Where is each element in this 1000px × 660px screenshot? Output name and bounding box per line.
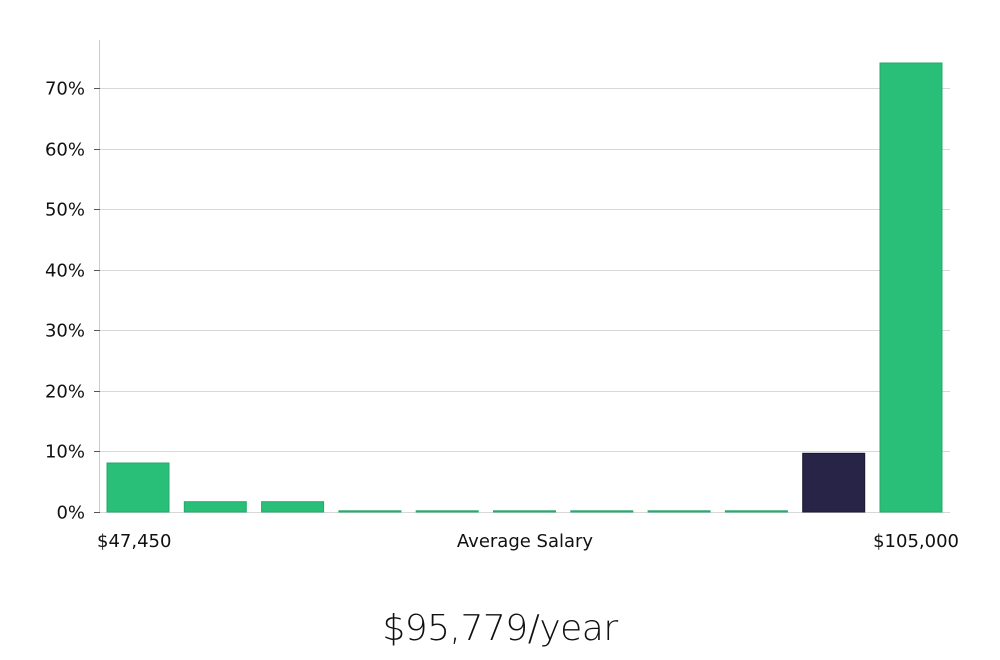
y-tick-label: 40% [45, 261, 85, 282]
y-tick-label: 60% [45, 140, 85, 161]
bars [106, 62, 943, 513]
y-tick-label: 20% [45, 382, 85, 403]
bar [338, 510, 402, 513]
bar [106, 462, 170, 513]
y-tick-label: 30% [45, 321, 85, 342]
bar [570, 510, 634, 513]
bar [879, 62, 943, 513]
gridlines [100, 88, 950, 513]
salary-distribution-chart: 0% 10% 20% 30% 40% 50% 60% 70% $47,450 Average … [45, 40, 959, 552]
bar [183, 501, 247, 513]
x-max-label: $105,000 [873, 531, 959, 552]
bar [261, 501, 325, 513]
average-salary-headline: $95,779/year [382, 608, 618, 649]
y-tick-label: 10% [45, 442, 85, 463]
y-tick-label: 0% [56, 503, 85, 524]
y-axis-ticks: 0% 10% 20% 30% 40% 50% 60% 70% [45, 79, 100, 524]
y-tick-label: 50% [45, 200, 85, 221]
bar [724, 510, 788, 513]
y-tick-label: 70% [45, 79, 85, 100]
x-min-label: $47,450 [97, 531, 171, 552]
bar [415, 510, 479, 513]
bar [647, 510, 711, 513]
bar-highlighted [802, 452, 866, 513]
x-axis-title: Average Salary [457, 531, 594, 552]
bar [493, 510, 556, 513]
